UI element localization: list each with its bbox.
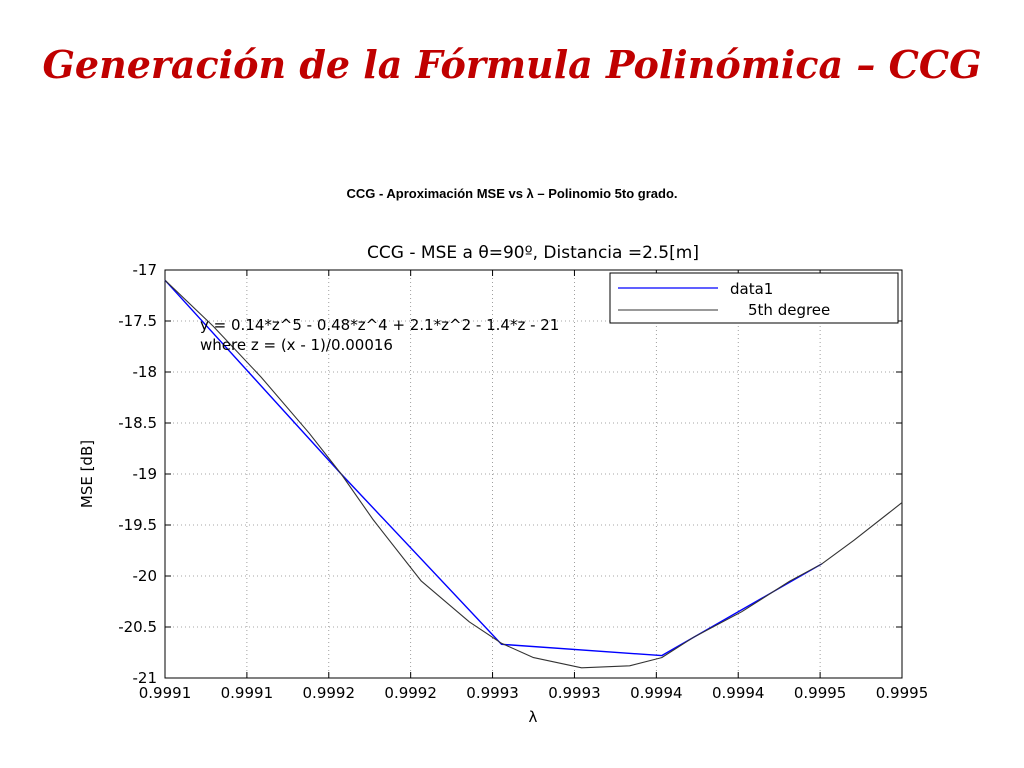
x-tick-label: 0.9992 <box>384 684 437 702</box>
y-tick-label: -17.5 <box>118 312 157 330</box>
y-tick-label: -20 <box>133 567 158 585</box>
x-tick-label: 0.9991 <box>139 684 192 702</box>
legend: data1 5th degree <box>609 272 899 324</box>
x-tick-label: 0.9993 <box>548 684 601 702</box>
x-tick-label: 0.9991 <box>221 684 274 702</box>
plot-title: CCG - MSE a θ=90º, Distancia =2.5[m] <box>367 243 699 263</box>
series-layer <box>164 279 903 669</box>
formula-annotation: y = 0.14*z^5 - 0.48*z^4 + 2.1*z^2 - 1.4*… <box>200 316 559 334</box>
legend-label-5th-degree: 5th degree <box>748 301 830 319</box>
legend-box <box>609 272 899 324</box>
formula-where-annotation: where z = (x - 1)/0.00016 <box>200 336 393 354</box>
x-tick-label: 0.9992 <box>303 684 356 702</box>
x-tick-label: 0.9993 <box>466 684 519 702</box>
y-tick-label: -21 <box>133 669 158 687</box>
grid <box>165 270 902 678</box>
axis-ticks: 0.9991 0.9991 0.9992 0.9992 0.9993 0.9993 0.99… <box>118 261 928 702</box>
y-tick-label: -19 <box>133 465 158 483</box>
y-axis-label: MSE [dB] <box>78 440 96 508</box>
x-tick-label: 0.9994 <box>712 684 765 702</box>
series-line-data1 <box>164 279 823 657</box>
x-axis-label: λ <box>529 708 538 726</box>
slide-title: Generación de la Fórmula Polinómica – CC… <box>42 42 982 87</box>
y-tick-label: -18 <box>133 363 158 381</box>
x-tick-label: 0.9995 <box>876 684 929 702</box>
legend-label-data1: data1 <box>730 280 773 298</box>
series-line-5th-degree <box>164 279 903 669</box>
x-tick-label: 0.9995 <box>794 684 847 702</box>
y-tick-label: -17 <box>133 261 158 279</box>
y-tick-label: -20.5 <box>118 618 157 636</box>
y-tick-label: -18.5 <box>118 414 157 432</box>
y-tick-label: -19.5 <box>118 516 157 534</box>
slide-subtitle: CCG - Aproximación MSE vs λ – Polinomio … <box>346 186 678 201</box>
x-tick-label: 0.9994 <box>630 684 683 702</box>
